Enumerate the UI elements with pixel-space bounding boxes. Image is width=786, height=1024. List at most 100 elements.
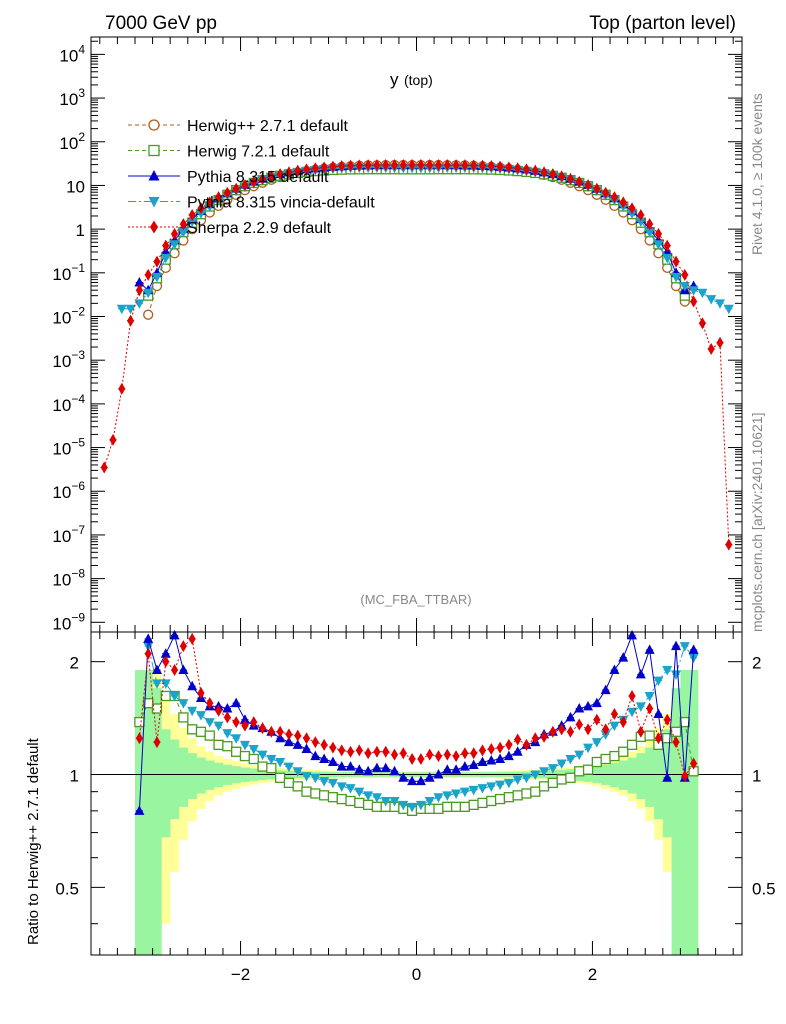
legend-label: Herwig 7.2.1 default: [187, 144, 330, 161]
ratio-point-0: [362, 799, 374, 811]
mcplots-label: mcplots.cern.ch [arXiv:2401.10621]: [749, 413, 765, 632]
ratio-point-3: [443, 748, 451, 761]
ratio-point-1: [275, 757, 286, 768]
ratio-point-1: [556, 759, 567, 770]
main-point-4: [716, 336, 724, 349]
ratio-point-3: [602, 723, 610, 736]
main-ytick-label: 10−8: [52, 567, 85, 590]
ratio-point-2: [160, 648, 171, 658]
main-point-4: [698, 317, 706, 330]
main-point-3: [116, 304, 127, 315]
ratio-point-3: [672, 736, 680, 749]
ratio-point-1: [442, 791, 453, 801]
main-point-2: [134, 277, 145, 287]
main-point-3: [151, 273, 162, 283]
ratio-point-1: [266, 755, 277, 765]
main-ytick-label: 10−2: [52, 305, 85, 328]
main-ytick-label: 104: [59, 42, 85, 65]
main-point-4: [452, 159, 460, 172]
ratio-point-3: [646, 702, 654, 715]
ratio-point-1: [319, 777, 330, 787]
ratio-point-2: [336, 761, 347, 771]
main-point-4: [707, 343, 715, 356]
ratio-band-green: [662, 729, 672, 838]
ratio-point-2: [653, 708, 664, 719]
ratio-point-3: [593, 713, 601, 726]
ratio-series-3: [135, 632, 698, 783]
ratio-band-green: [645, 747, 655, 807]
ratio-point-0: [644, 730, 655, 741]
main-ytick-label: 10−5: [52, 436, 85, 459]
ratio-point-2: [644, 644, 655, 654]
ratio-point-1: [178, 699, 189, 709]
ratio-point-2: [662, 772, 673, 782]
ratio-ytick-label-left: 0.5: [55, 879, 79, 898]
ratio-point-1: [539, 767, 550, 777]
ratio-point-0: [679, 716, 690, 728]
ratio-point-1: [574, 750, 585, 761]
main-point-4: [311, 162, 319, 175]
ratio-point-2: [292, 739, 303, 749]
ratio-point-3: [355, 744, 363, 757]
main-point-4: [135, 284, 143, 297]
ratio-point-1: [160, 679, 171, 689]
ratio-point-0: [354, 797, 365, 809]
ratio-xtick-label: −2: [231, 965, 250, 984]
ratio-point-1: [415, 800, 426, 811]
ratio-point-2: [283, 736, 294, 747]
ratio-point-2: [371, 762, 382, 773]
ratio-band-green: [187, 753, 197, 800]
ratio-point-1: [354, 787, 365, 798]
legend-label: Herwig++ 2.7.1 default: [187, 118, 349, 135]
ratio-point-3: [179, 640, 187, 653]
ratio-point-3: [364, 747, 372, 760]
main-point-4: [540, 166, 548, 179]
ratio-point-3: [303, 732, 311, 745]
ratio-point-1: [195, 711, 206, 721]
ratio-point-3: [408, 753, 416, 766]
main-point-4: [584, 179, 592, 192]
ratio-xtick-label: 2: [588, 965, 597, 984]
ratio-point-0: [530, 786, 541, 797]
ratio-point-1: [310, 773, 321, 784]
main-point-4: [610, 191, 618, 204]
ratio-point-0: [433, 803, 444, 814]
ratio-point-2: [459, 761, 470, 771]
ratio-point-3: [540, 730, 548, 743]
ratio-point-1: [468, 785, 479, 796]
ratio-uncertainty-bands: [91, 670, 742, 955]
ratio-point-1: [627, 707, 638, 718]
ratio-band-green: [654, 739, 664, 820]
main-point-4: [637, 209, 645, 222]
ratio-point-0: [257, 761, 268, 772]
ratio-band-green: [689, 670, 699, 955]
ratio-point-2: [600, 684, 611, 695]
main-point-4: [558, 170, 566, 183]
ratio-point-2: [565, 711, 576, 722]
ratio-band-green: [636, 753, 646, 800]
main-point-4: [250, 175, 258, 188]
main-point-4: [197, 202, 205, 215]
ratio-point-2: [591, 697, 602, 708]
main-point-4: [575, 175, 583, 188]
main-axis-ticks: 10−9 10−8 10−7 10−6 10−5 10−4 10−3 10−2 10−1 1 10 1…: [52, 37, 742, 633]
main-point-4: [391, 158, 399, 171]
ratio-point-3: [452, 750, 460, 763]
ratio-band-green: [161, 729, 171, 838]
ratio-point-1: [398, 800, 409, 811]
ratio-point-1: [248, 744, 259, 755]
main-ytick-label: 103: [59, 86, 85, 109]
ratio-xtick-label: 0: [412, 965, 421, 984]
ratio-point-3: [478, 744, 486, 757]
main-point-4: [347, 159, 355, 172]
ratio-point-1: [644, 691, 655, 702]
ratio-point-3: [505, 738, 513, 751]
ratio-point-2: [433, 769, 444, 779]
header-right: Top (parton level): [589, 13, 736, 34]
main-point-4: [593, 182, 601, 195]
ratio-point-0: [187, 724, 198, 735]
main-point-3: [635, 217, 646, 227]
ratio-point-3: [461, 747, 469, 760]
ratio-ytick-label-right: 1: [752, 767, 761, 786]
